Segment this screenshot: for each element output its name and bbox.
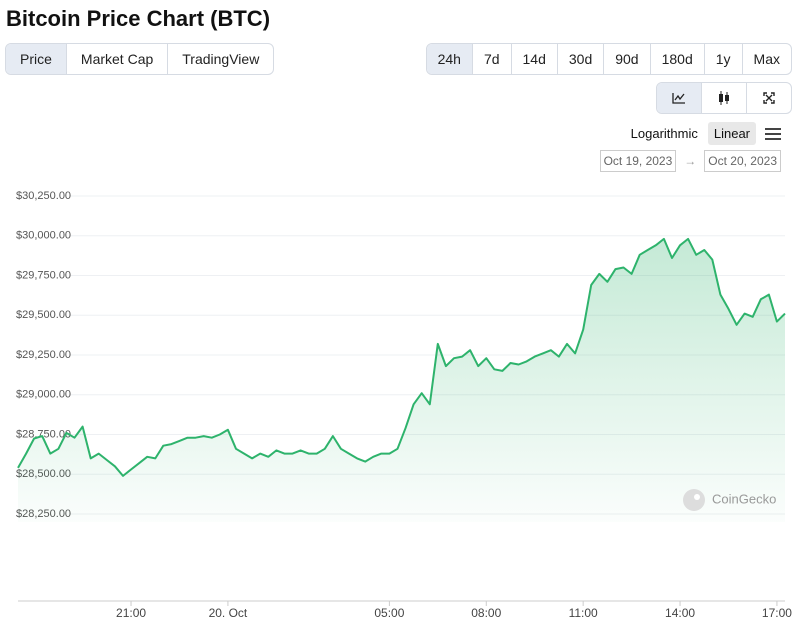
chart-type-group — [656, 82, 792, 114]
range-button[interactable]: 30d — [558, 44, 605, 74]
area-fill — [18, 238, 785, 522]
y-tick-label: $28,250.00 — [16, 508, 71, 520]
range-group: 24h 7d 14d 30d 90d 180d 1y Max — [425, 43, 792, 75]
tab[interactable]: Market Cap — [67, 44, 169, 74]
x-tick-label: 08:00 — [471, 606, 501, 620]
fullscreen-button[interactable] — [747, 83, 791, 113]
x-tick-label: 14:00 — [665, 606, 695, 620]
date-from[interactable]: Oct 19, 2023 — [599, 150, 677, 172]
range-button[interactable]: Max — [753, 51, 780, 67]
range-button[interactable]: 24h — [426, 44, 473, 74]
range-button[interactable]: 180d — [651, 44, 705, 74]
price-line — [17, 237, 786, 477]
tab[interactable]: TradingView — [182, 51, 260, 67]
candle-icon — [719, 91, 729, 105]
x-tick-label: 05:00 — [374, 606, 404, 620]
tab-group: Price Market Cap TradingView — [5, 43, 275, 75]
x-tick-label: 11:00 — [569, 606, 598, 620]
y-tick-label: $29,000.00 — [16, 389, 71, 401]
linear-option[interactable]: Linear — [707, 122, 756, 145]
fullscreen-icon — [763, 92, 775, 104]
y-tick-label: $30,250.00 — [16, 190, 71, 202]
y-tick-label: $29,250.00 — [16, 349, 71, 361]
watermark-text: CoinGecko — [712, 491, 776, 506]
y-tick-label: $28,750.00 — [16, 428, 71, 440]
y-tick-label: $30,000.00 — [16, 230, 71, 242]
x-tick-label: 21:00 — [116, 606, 146, 620]
line-chart-button[interactable] — [657, 83, 702, 113]
range-button[interactable]: 90d — [604, 44, 651, 74]
range-button[interactable]: 14d — [512, 44, 558, 74]
date-to[interactable]: Oct 20, 2023 — [704, 150, 781, 172]
candle-chart-button[interactable] — [702, 83, 747, 113]
page-title: Bitcoin Price Chart (BTC) — [6, 6, 271, 31]
watermark: CoinGecko — [683, 489, 776, 511]
y-tick-label: $29,750.00 — [16, 269, 71, 281]
y-tick-label: $28,500.00 — [16, 468, 71, 480]
date-separator: → — [684, 154, 697, 168]
y-tick-label: $29,500.00 — [16, 309, 71, 321]
range-button[interactable]: 1y — [705, 44, 743, 74]
range-button[interactable]: 7d — [473, 44, 512, 74]
x-tick-label: 17:00 — [762, 606, 792, 620]
menu-icon[interactable] — [764, 127, 782, 141]
log-option[interactable]: Logarithmic — [630, 126, 698, 141]
scale-toggle: Logarithmic Linear — [625, 122, 782, 145]
line-icon — [672, 93, 685, 104]
x-tick-label: 20. Oct — [209, 606, 248, 620]
tab[interactable]: Price — [6, 44, 67, 74]
date-range: Oct 19, 2023 → Oct 20, 2023 — [599, 150, 781, 172]
